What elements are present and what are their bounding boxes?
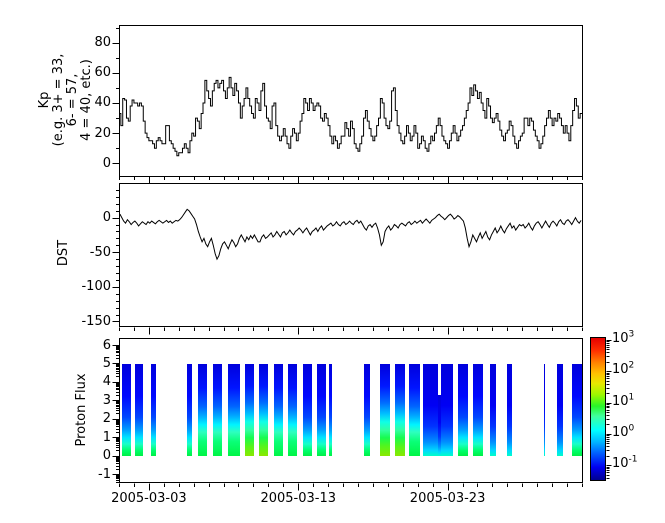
flux-bar	[288, 363, 298, 456]
flux-bar	[329, 363, 332, 456]
tick-marks	[112, 28, 612, 491]
x-tick-label: 2005-03-23	[409, 491, 486, 506]
dst-ytick-label: -100	[81, 279, 111, 295]
colorbar-tick-exponent: 0	[628, 423, 635, 434]
colorbar-tick-label: 103	[612, 329, 635, 346]
flux-ytick-label: 1	[102, 429, 111, 445]
colorbar-tick-exponent: 1	[628, 392, 635, 403]
flux-bar	[135, 363, 144, 456]
colorbar-tick-exponent: -1	[628, 454, 638, 465]
flux-bar	[441, 363, 453, 456]
colorbar-tick-base: 10	[612, 330, 629, 346]
colorbar-frame	[590, 337, 606, 481]
flux-bar	[490, 363, 496, 456]
flux-bar	[245, 363, 255, 456]
colorbar-tick-label: 101	[612, 392, 635, 409]
x-tick-label: 2005-03-13	[260, 491, 336, 506]
flux-ytick-label: 2	[102, 411, 111, 427]
colorbar-tick-base: 10	[612, 362, 629, 378]
flux-bar	[571, 363, 582, 456]
dst-line	[119, 208, 582, 261]
flux-bar	[422, 363, 438, 456]
x-tick-label: 2005-03-03	[111, 491, 187, 506]
flux-bar	[506, 363, 512, 456]
kp-ytick-label: 40	[94, 95, 111, 111]
flux-ytick-label: -1	[98, 466, 111, 482]
kp-line	[119, 76, 582, 157]
flux-bar	[438, 394, 441, 456]
flux-bar	[395, 363, 405, 456]
flux-ytick-label: 5	[102, 355, 111, 371]
flux-bar	[544, 363, 546, 456]
flux-ytick-label: 3	[102, 392, 111, 408]
colorbar-tick-base: 10	[612, 456, 629, 472]
flux-bar	[363, 363, 370, 456]
flux-bar	[473, 363, 484, 456]
flux-ytick-label: 0	[102, 448, 111, 464]
flux-bar	[409, 363, 420, 456]
flux-bar	[228, 363, 240, 456]
colorbar-tick-base: 10	[612, 424, 629, 440]
flux-ytick-label: 6	[102, 337, 111, 353]
colorbar-tick-exponent: 3	[628, 329, 635, 340]
flux-bar	[198, 363, 207, 456]
flux-bar	[317, 363, 326, 456]
dst-ytick-label: -150	[81, 313, 111, 329]
flux-bar	[556, 363, 563, 456]
colorbar-tick-label: 10-1	[612, 454, 638, 472]
flux-bar	[380, 363, 391, 456]
kp-ytick-label: 60	[94, 65, 111, 81]
kp-panel-frame	[119, 25, 583, 177]
flux-bar	[302, 363, 312, 456]
kp-ytick-label: 0	[102, 155, 111, 171]
dst-ytick-label: 0	[102, 210, 111, 226]
flux-bar	[259, 363, 269, 456]
flux-bar	[213, 363, 222, 456]
colorbar-tick-label: 102	[612, 360, 635, 378]
dst-panel-frame	[119, 183, 583, 327]
colorbar-strip	[591, 338, 605, 480]
kp-ytick-label: 20	[94, 125, 111, 141]
flux-bar	[458, 363, 468, 456]
flux-bar	[122, 363, 131, 456]
colorbar-tick-base: 10	[612, 393, 629, 409]
colorbar-tick-label: 100	[612, 423, 635, 440]
flux-ytick-label: 4	[102, 374, 111, 390]
kp-ytick-label: 80	[94, 35, 111, 51]
flux-bar	[274, 363, 284, 456]
flux-bar	[186, 363, 192, 456]
flux-bar	[151, 363, 156, 456]
colorbar-tick-exponent: 2	[628, 360, 635, 371]
dst-ytick-label: -50	[89, 244, 111, 260]
